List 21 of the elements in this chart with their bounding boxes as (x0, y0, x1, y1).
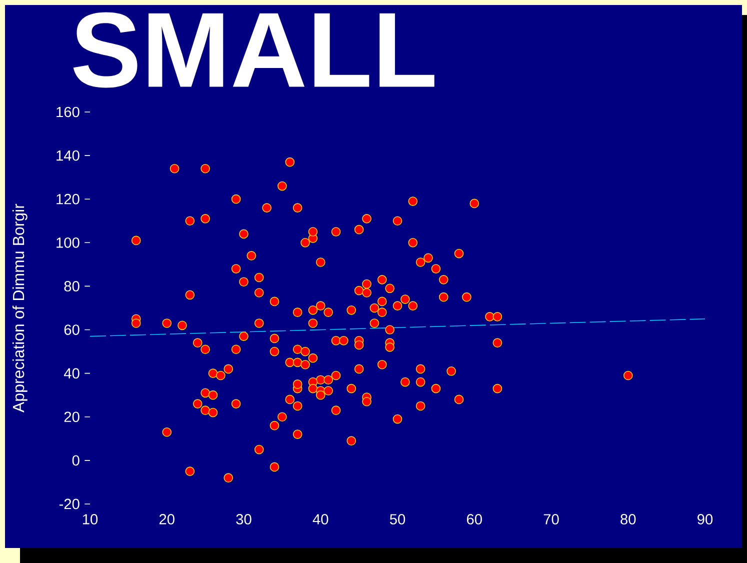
y-tick-label: 100 (56, 237, 80, 248)
y-tick-label: 140 (56, 150, 80, 161)
x-tick-label: 20 (159, 514, 174, 524)
y-tick-label: 20 (64, 412, 80, 422)
x-tick-label: 60 (466, 514, 482, 524)
x-tick-label: 90 (698, 514, 713, 524)
x-tick-label: 50 (390, 514, 406, 524)
y-tick-label: 120 (56, 194, 80, 204)
x-tick-label: 70 (544, 514, 559, 524)
y-tick-label: -20 (59, 498, 80, 510)
x-tick-label: 40 (312, 514, 328, 524)
y-tick-label: 40 (64, 368, 80, 379)
x-tick-label: 30 (236, 514, 252, 524)
y-tick-label: 80 (64, 281, 80, 292)
y-tick-label: 160 (56, 106, 80, 118)
x-tick-label: 80 (620, 514, 636, 524)
y-axis-title: Appreciation of Dimmu Borgir (12, 204, 28, 412)
y-tick-label: 60 (64, 324, 80, 335)
y-tick-label: 0 (72, 455, 80, 466)
x-tick-label: 10 (82, 514, 98, 524)
chart-title: SMALL (73, 12, 434, 88)
